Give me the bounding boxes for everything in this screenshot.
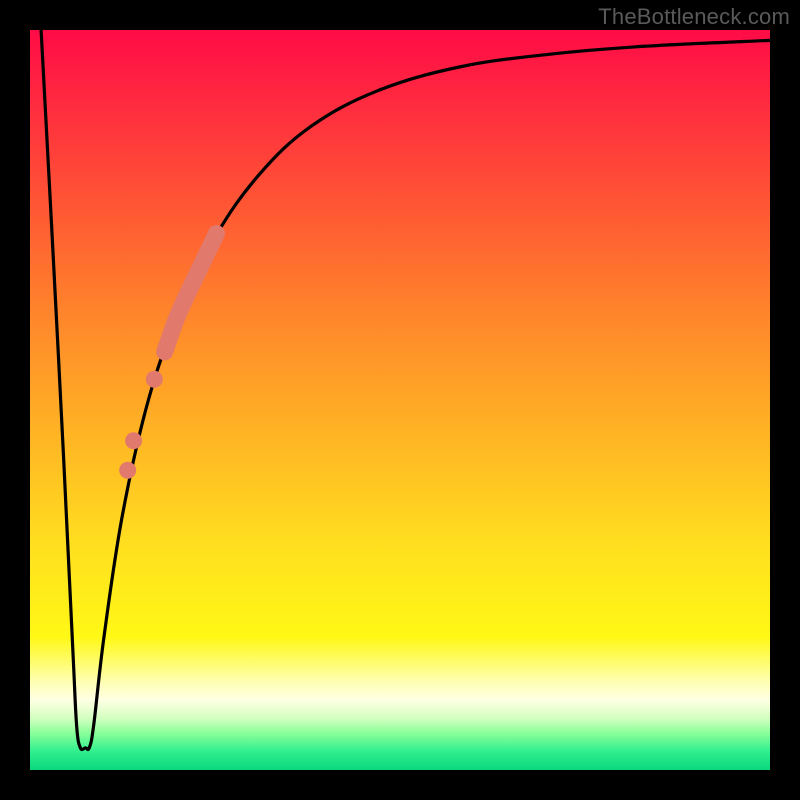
plot-area	[30, 30, 770, 770]
watermark-label: TheBottleneck.com	[598, 4, 790, 30]
highlight-dot	[146, 371, 163, 388]
highlight-dot	[119, 462, 136, 479]
bottleneck-chart	[0, 0, 800, 800]
highlight-dot	[125, 432, 142, 449]
